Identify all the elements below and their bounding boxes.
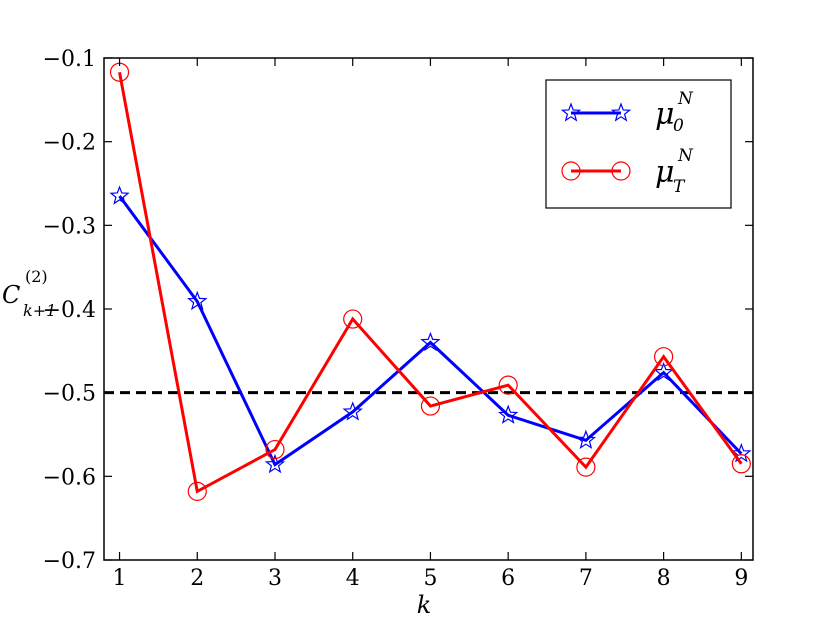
series-0-point-3 — [264, 453, 286, 474]
series-0-point-8 — [653, 361, 674, 382]
series-0-point-7 — [575, 429, 597, 450]
y-axis-label-superscript: (2) — [25, 267, 48, 286]
legend-box — [545, 79, 732, 209]
series-0-point-1 — [109, 185, 130, 205]
series-1-point-6 — [498, 375, 518, 395]
legend-sample-marker-1-b — [611, 161, 631, 181]
series-1 — [109, 62, 751, 501]
series-1-point-5 — [420, 396, 441, 416]
legend-entry-mu-t-base: μ — [655, 155, 675, 190]
legend-sample-marker-0-b — [610, 102, 632, 122]
series-layer — [109, 62, 752, 501]
y-tick-label: −0.1 — [43, 47, 96, 72]
x-tick-label: 4 — [346, 566, 360, 591]
series-1-point-7 — [576, 457, 596, 477]
series-0-point-2 — [187, 290, 208, 311]
legend-entry-mu-0-subscript: 0 — [673, 116, 684, 136]
y-tick-label: −0.4 — [43, 298, 96, 323]
y-tick-label: −0.7 — [43, 549, 96, 574]
series-0-point-5 — [420, 331, 441, 352]
y-tick-label: −0.2 — [43, 131, 96, 156]
x-tick-label: 7 — [579, 566, 593, 591]
series-0-point-6 — [497, 404, 519, 424]
series-0-point-4 — [342, 401, 363, 421]
x-tick-label: 9 — [734, 566, 748, 591]
y-tick-label: −0.3 — [43, 214, 96, 239]
legend-samples — [560, 102, 632, 181]
legend-entry-mu-0: μ 0 N — [655, 89, 694, 136]
y-tick-label: −0.5 — [43, 382, 96, 407]
series-1-point-8 — [654, 347, 674, 367]
legend-entry-mu-t-subscript: T — [673, 177, 686, 197]
series-1-point-9 — [731, 454, 751, 474]
series-1-line — [118, 71, 743, 494]
y-axis-label: C (2) k+1 — [2, 267, 56, 320]
x-tick-label: 8 — [657, 566, 671, 591]
series-1-point-3 — [265, 439, 285, 460]
series-1-point-2 — [187, 481, 207, 501]
y-axis-label-subscript: k+1 — [23, 301, 56, 320]
legend-sample-marker-0-a — [560, 102, 582, 122]
legend-entry-mu-t: μ T N — [655, 146, 694, 197]
x-tick-label: 3 — [268, 566, 282, 591]
legend-sample-marker-1-a — [561, 161, 581, 181]
x-tick-label: 2 — [190, 566, 204, 591]
x-tick-label: 6 — [501, 566, 515, 591]
x-axis: 1 2 3 4 5 6 7 8 9 — [113, 58, 748, 591]
x-tick-label: 1 — [113, 566, 127, 591]
x-tick-label: 5 — [423, 566, 437, 591]
y-axis: −0.7 −0.6 −0.5 −0.4 −0.3 −0.2 −0.1 — [43, 47, 753, 574]
y-axis-label-base: C — [2, 281, 20, 309]
legend-entry-mu-0-superscript: N — [677, 89, 694, 109]
legend: μ 0 N μ T N — [545, 79, 732, 209]
x-axis-label: k — [417, 591, 432, 619]
legend-entry-mu-t-superscript: N — [677, 146, 694, 166]
y-tick-label: −0.6 — [43, 465, 96, 490]
legend-entry-mu-0-base: μ — [655, 97, 675, 132]
series-0-point-9 — [731, 443, 752, 463]
series-1-point-4 — [343, 309, 363, 329]
